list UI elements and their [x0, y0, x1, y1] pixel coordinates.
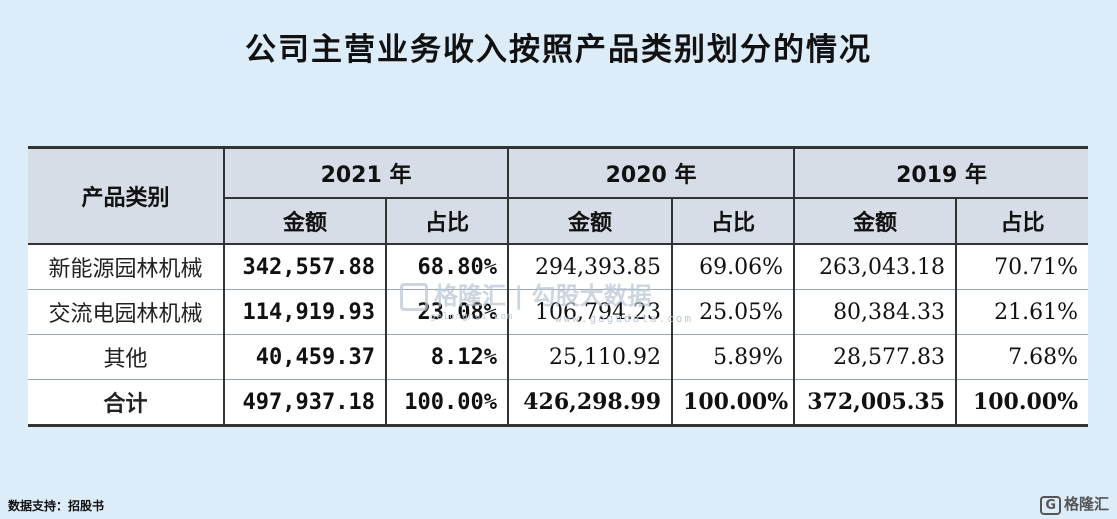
category-cell: 交流电园林机械	[28, 289, 224, 335]
ratio-2020-cell: 100.00%	[671, 379, 795, 427]
amount-header-2020: 金额	[507, 198, 673, 245]
brand-logo: G 格隆汇	[1040, 493, 1109, 515]
table-row: 新能源园林机械 342,557.88 68.80% 294,393.85 69.…	[28, 244, 1089, 290]
data-source: 数据支持：招股书	[8, 499, 105, 513]
amount-2021-cell: 40,459.37	[223, 334, 386, 380]
amount-2020-cell: 106,794.23	[507, 289, 673, 335]
category-cell: 新能源园林机械	[28, 244, 224, 290]
ratio-2019-cell: 21.61%	[955, 289, 1089, 335]
category-header: 产品类别	[28, 146, 224, 245]
table-row: 其他 40,459.37 8.12% 25,110.92 5.89% 28,57…	[28, 334, 1089, 380]
ratio-header-2021: 占比	[384, 198, 509, 245]
ratio-2019-cell: 7.68%	[955, 334, 1089, 380]
table-row: 交流电园林机械 114,919.93 23.08% 106,794.23 25.…	[28, 289, 1089, 335]
ratio-2020-cell: 5.89%	[671, 334, 795, 380]
ratio-header-2019: 占比	[955, 198, 1089, 245]
year-header-2019: 2019 年	[793, 146, 1089, 199]
ratio-2019-cell: 100.00%	[955, 379, 1089, 427]
amount-2020-cell: 25,110.92	[507, 334, 673, 380]
brand-g-icon: G	[1040, 496, 1061, 515]
amount-2020-cell: 294,393.85	[507, 244, 673, 290]
amount-2021-cell: 497,937.18	[223, 379, 386, 427]
category-cell: 合计	[28, 379, 224, 427]
category-cell: 其他	[28, 334, 224, 380]
amount-2020-cell: 426,298.99	[507, 379, 673, 427]
revenue-table-container: 产品类别 2021 年 2020 年 2019 年 金额 占比 金额 占比 金额…	[28, 146, 1089, 427]
amount-header-2019: 金额	[793, 198, 957, 245]
table-total-row: 合计 497,937.18 100.00% 426,298.99 100.00%…	[28, 379, 1089, 427]
year-header-2021: 2021 年	[222, 146, 509, 199]
ratio-2019-cell: 70.71%	[955, 244, 1089, 290]
amount-2021-cell: 342,557.88	[223, 244, 386, 290]
ratio-2020-cell: 25.05%	[671, 289, 795, 335]
watermark-sub-left: gelonghui.com	[430, 312, 514, 322]
year-header-2020: 2020 年	[507, 146, 795, 199]
amount-2021-cell: 114,919.93	[223, 289, 386, 335]
ratio-2021-cell: 8.12%	[384, 334, 509, 380]
ratio-2020-cell: 69.06%	[671, 244, 795, 290]
amount-2019-cell: 372,005.35	[793, 379, 957, 427]
ratio-2021-cell: 23.08%	[384, 289, 509, 335]
ratio-2021-cell: 68.80%	[384, 244, 509, 290]
amount-2019-cell: 263,043.18	[793, 244, 957, 290]
amount-header-2021: 金额	[223, 198, 386, 245]
ratio-2021-cell: 100.00%	[384, 379, 509, 427]
amount-2019-cell: 80,384.33	[793, 289, 957, 335]
amount-2019-cell: 28,577.83	[793, 334, 957, 380]
brand-name: 格隆汇	[1063, 495, 1109, 513]
page-title: 公司主营业务收入按照产品类别划分的情况	[245, 32, 872, 68]
revenue-table: 产品类别 2021 年 2020 年 2019 年 金额 占比 金额 占比 金额…	[28, 146, 1089, 427]
watermark-sub-right: www.gogudata.com	[555, 312, 693, 325]
ratio-header-2020: 占比	[671, 198, 795, 245]
